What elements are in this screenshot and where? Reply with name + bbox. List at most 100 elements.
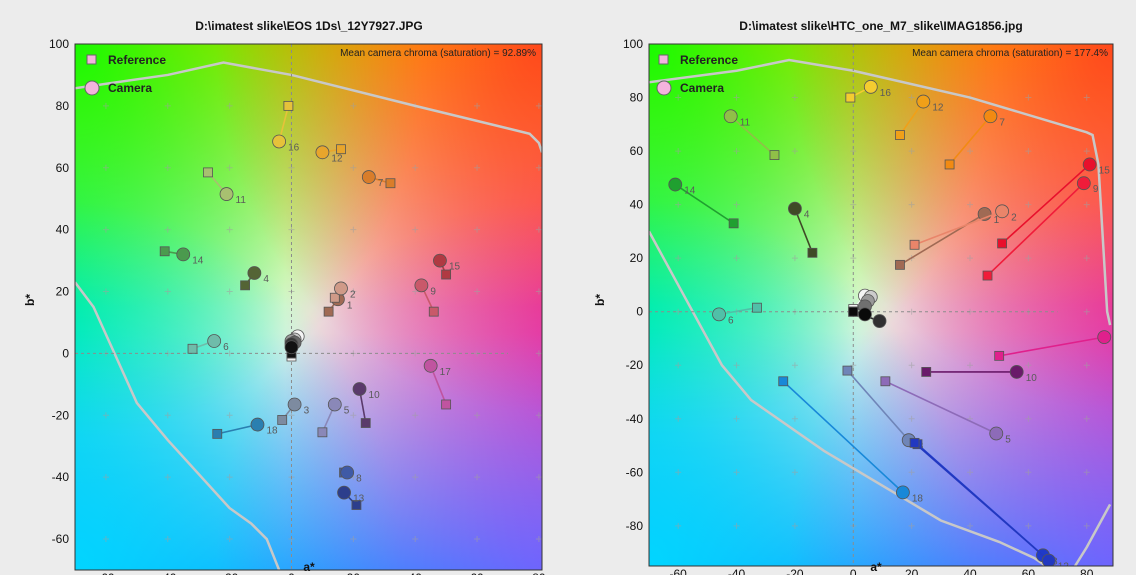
grid-plus-marker — [412, 164, 419, 171]
grid-plus-marker — [908, 469, 915, 476]
right-tick-labels: -60 -40 -20 0 20 40 60 80 -80 -60 -40 -20 0 20 40 60 80 1… — [623, 37, 1094, 575]
patch-16-label: 16 — [880, 88, 892, 99]
left-annotation: Mean camera chroma (saturation) = 92.89% — [340, 48, 536, 59]
grid-plus-marker — [350, 288, 357, 295]
y-tick-label: -20 — [626, 358, 644, 372]
y-tick-label: 100 — [49, 37, 69, 51]
patch-14-error-line — [674, 183, 735, 225]
patch-6-camera-marker — [207, 334, 222, 348]
patch-17-label: 17 — [440, 367, 452, 378]
x-tick-label: 20 — [905, 567, 919, 575]
grid-plus-marker — [791, 94, 798, 101]
x-tick-label: 20 — [347, 571, 361, 575]
grid-plus-marker — [474, 412, 481, 419]
grid-plus-marker — [226, 412, 233, 419]
patch-7-camera-marker — [983, 109, 998, 124]
patch-7-reference-marker — [385, 178, 396, 189]
gamut-boundary-line — [649, 58, 1112, 326]
patch-2-label: 2 — [350, 289, 356, 300]
patch-K-camera-marker — [858, 307, 872, 322]
patch-9-camera-marker — [414, 278, 429, 293]
grid-plus-marker — [474, 536, 481, 543]
left-legend-reference-swatch — [86, 54, 97, 65]
patch-12-label: 12 — [331, 153, 343, 164]
right-legend-camera-swatch — [656, 80, 672, 96]
patch-15-error-line — [1001, 163, 1091, 245]
grid-plus-marker — [226, 474, 233, 481]
grid-plus-marker — [675, 362, 682, 369]
patch-14-label: 14 — [192, 255, 204, 266]
patch-10-label: 10 — [1026, 373, 1038, 384]
patch-3-error-line — [846, 370, 910, 441]
grid-plus-marker — [102, 412, 109, 419]
grid-plus-marker — [535, 288, 542, 295]
grid-plus-marker — [412, 536, 419, 543]
grid-plus-marker — [474, 102, 481, 109]
patch-15-label: 15 — [449, 262, 461, 273]
x-tick-label: 40 — [409, 571, 423, 575]
grid-plus-marker — [164, 536, 171, 543]
right-legend: Reference Camera — [656, 53, 738, 96]
grid-plus-marker — [908, 94, 915, 101]
right-legend-reference-swatch — [658, 54, 669, 65]
grid-plus-marker — [350, 102, 357, 109]
grid-plus-marker — [967, 362, 974, 369]
patch-14-reference-marker — [728, 218, 739, 229]
patch-9-error-line — [986, 182, 1085, 277]
x-tick-label: 60 — [1022, 567, 1036, 575]
grid-plus-marker — [908, 148, 915, 155]
y-tick-label: 80 — [630, 91, 644, 105]
patch-14-camera-marker — [668, 177, 683, 192]
grid-plus-marker — [1083, 148, 1090, 155]
grid-plus-marker — [791, 469, 798, 476]
grid-plus-marker — [412, 288, 419, 295]
patch-13-label: 13 — [1058, 562, 1070, 573]
grid-plus-marker — [535, 350, 542, 357]
patch-18-label: 18 — [912, 493, 924, 504]
grid-plus-marker — [102, 164, 109, 171]
patch-15-reference-marker — [997, 238, 1008, 249]
patch-15-label: 15 — [1099, 165, 1111, 176]
gamut-boundary-line — [649, 230, 1047, 566]
left-legend-reference: Reference — [108, 53, 166, 67]
grid-plus-marker — [535, 474, 542, 481]
y-tick-label: 100 — [623, 37, 643, 51]
grid-plus-marker — [1083, 415, 1090, 422]
gamut-boundary-line — [1074, 503, 1112, 566]
patch-1-label: 1 — [347, 300, 353, 311]
x-tick-label: -60 — [97, 571, 115, 575]
gamut-boundary-line — [75, 281, 281, 570]
patch-7-reference-marker — [944, 159, 955, 170]
grid-plus-marker — [164, 164, 171, 171]
grid-plus-marker — [350, 536, 357, 543]
patch-10-reference-marker — [921, 367, 932, 377]
grid-plus-marker — [908, 415, 915, 422]
grid-plus-marker — [164, 474, 171, 481]
y-tick-label: -60 — [52, 532, 70, 546]
grid-plus-marker — [733, 362, 740, 369]
patch-4-camera-marker — [788, 201, 802, 216]
y-tick-label: 40 — [56, 223, 70, 237]
right-chart-title: D:\imatest slike\HTC_one_M7_slike\IMAG18… — [739, 19, 1022, 33]
grid-plus-marker — [791, 522, 798, 529]
x-tick-label: 80 — [1080, 567, 1094, 575]
grid-plus-marker — [1025, 255, 1032, 262]
grid-plus-marker — [474, 474, 481, 481]
y-tick-label: 20 — [56, 285, 70, 299]
grid-plus-marker — [412, 226, 419, 233]
patch-17-reference-marker — [994, 350, 1005, 361]
patch-2-reference-marker — [329, 292, 340, 303]
patch-6-camera-marker — [712, 307, 726, 322]
grid-plus-marker — [1025, 469, 1032, 476]
patch-9-reference-marker — [982, 270, 993, 281]
patch-2-error-line — [914, 210, 1003, 246]
patch-15-camera-marker — [433, 253, 447, 268]
grid-plus-marker — [967, 148, 974, 155]
left-xlabel: a* — [303, 560, 315, 574]
grid-plus-marker — [908, 362, 915, 369]
patch-18-error-line — [782, 380, 904, 493]
